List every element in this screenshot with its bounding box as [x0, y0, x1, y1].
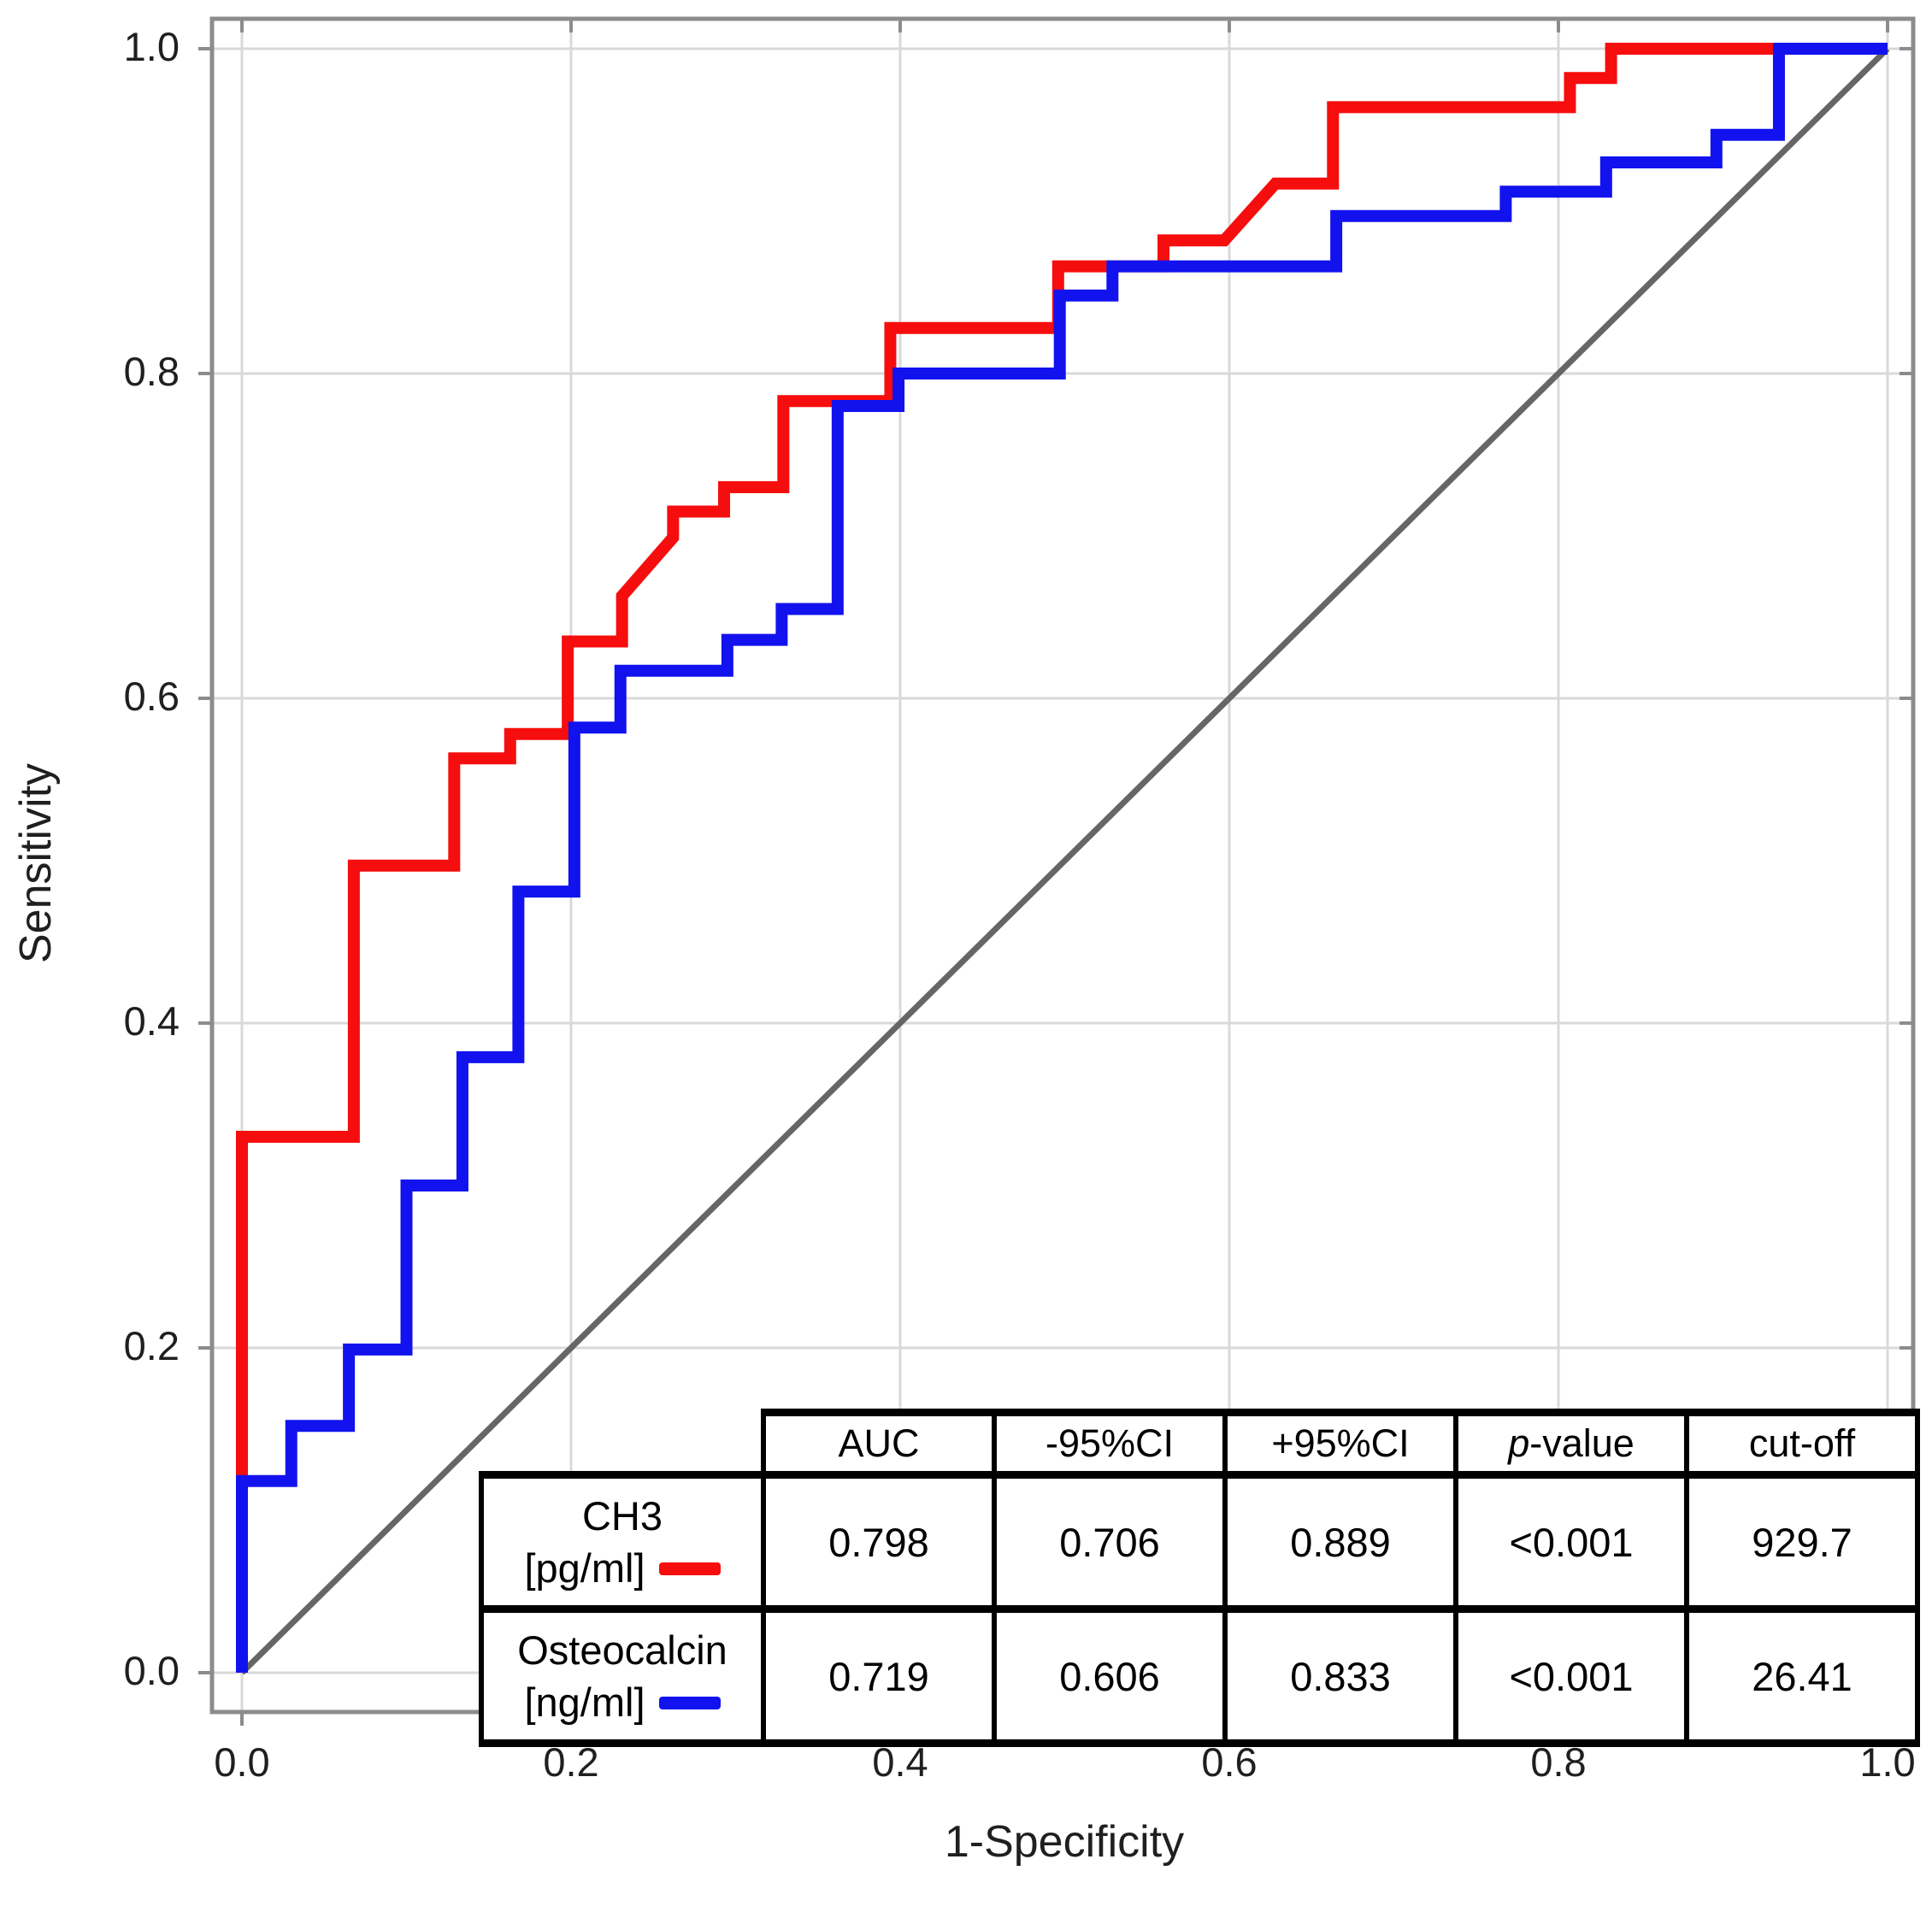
table-value-cell: 26.41	[1684, 1605, 1920, 1747]
x-tick-label: 0.4	[872, 1739, 928, 1785]
y-tick-label: 0.0	[123, 1648, 180, 1693]
y-axis-title: Sensitivity	[11, 762, 61, 964]
table-header-cell: AUC	[761, 1409, 997, 1479]
x-tick-label: 0.8	[1530, 1739, 1587, 1785]
roc-curve-ch3	[236, 43, 1888, 1673]
header-text: p	[1508, 1421, 1530, 1465]
table-value-cell: <0.001	[1453, 1605, 1689, 1747]
header-text: +95%CI	[1271, 1421, 1410, 1465]
header-text: AUC	[838, 1421, 920, 1465]
table-value-cell: 0.706	[992, 1471, 1228, 1613]
row-label-line2-wrap: [ng/ml]	[487, 1676, 757, 1728]
table-value-cell: 0.833	[1222, 1605, 1458, 1747]
row-label-line2-wrap: [pg/ml]	[487, 1542, 757, 1594]
row-label-line2: [pg/ml]	[524, 1545, 645, 1591]
x-axis-title: 1-Specificity	[944, 1817, 1185, 1867]
table-value-cell: 0.719	[761, 1605, 997, 1747]
table-value-cell: 0.798	[761, 1471, 997, 1613]
x-tick-label: 0.2	[543, 1739, 599, 1785]
x-tick-label: 0.6	[1201, 1739, 1258, 1785]
table-value-cell: <0.001	[1453, 1471, 1689, 1613]
table-header-cell: p-value	[1453, 1409, 1689, 1479]
row-label-cell: CH3 [pg/ml]	[479, 1471, 766, 1613]
y-tick-label: 0.2	[123, 1323, 180, 1368]
table-row: Osteocalcin [ng/ml] 0.719 0.606 0.833 <0.001 2…	[479, 1605, 1920, 1747]
table-header-cell: cut-off	[1684, 1409, 1920, 1479]
header-text: -value	[1529, 1421, 1635, 1465]
header-text: cut-off	[1748, 1421, 1856, 1465]
y-tick-label: 0.6	[123, 674, 180, 719]
y-tick-label: 0.8	[123, 349, 180, 394]
table-row: CH3 [pg/ml] 0.798 0.706 0.889 <0.001 929.7	[479, 1471, 1920, 1613]
x-tick-label: 0.0	[214, 1739, 270, 1785]
table-header-cell: -95%CI	[992, 1409, 1228, 1479]
table-value-cell: 0.606	[992, 1605, 1228, 1747]
reference-diagonal-line	[239, 46, 1890, 1675]
row-label-cell: Osteocalcin [ng/ml]	[479, 1605, 766, 1747]
table-blank-cell	[481, 1413, 763, 1475]
y-tick-label: 0.4	[123, 998, 180, 1044]
x-tick-label: 1.0	[1859, 1739, 1916, 1785]
row-label-line2: [ng/ml]	[524, 1680, 645, 1725]
table-value-cell: 929.7	[1684, 1471, 1920, 1613]
table-header-cell: +95%CI	[1222, 1409, 1458, 1479]
roc-curve-osteocalcin	[236, 43, 1888, 1673]
row-label-line1: Osteocalcin	[517, 1627, 727, 1673]
legend-dash-icon	[658, 1562, 721, 1575]
header-text: -95%CI	[1045, 1421, 1175, 1465]
y-tick-label: 1.0	[123, 24, 180, 69]
table-header-row: AUC -95%CI +95%CI p-value cut-off	[481, 1409, 1920, 1479]
results-table: AUC -95%CI +95%CI p-value cut-off CH3 [pg/ml] 0…	[479, 1409, 1920, 1747]
row-label-line1: CH3	[581, 1492, 663, 1539]
legend-dash-icon	[658, 1697, 721, 1709]
table-value-cell: 0.889	[1222, 1471, 1458, 1613]
